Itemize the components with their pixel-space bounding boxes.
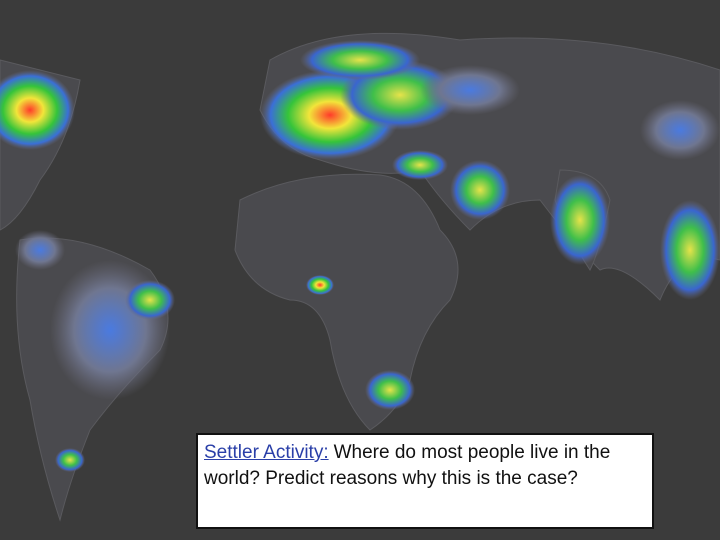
city-lights xyxy=(0,40,720,472)
text-box: Settler Activity: Where do most people li… xyxy=(196,433,654,529)
activity-link[interactable]: Settler Activity: xyxy=(204,442,329,463)
question-text: Where do most people live in the world? … xyxy=(204,442,611,489)
